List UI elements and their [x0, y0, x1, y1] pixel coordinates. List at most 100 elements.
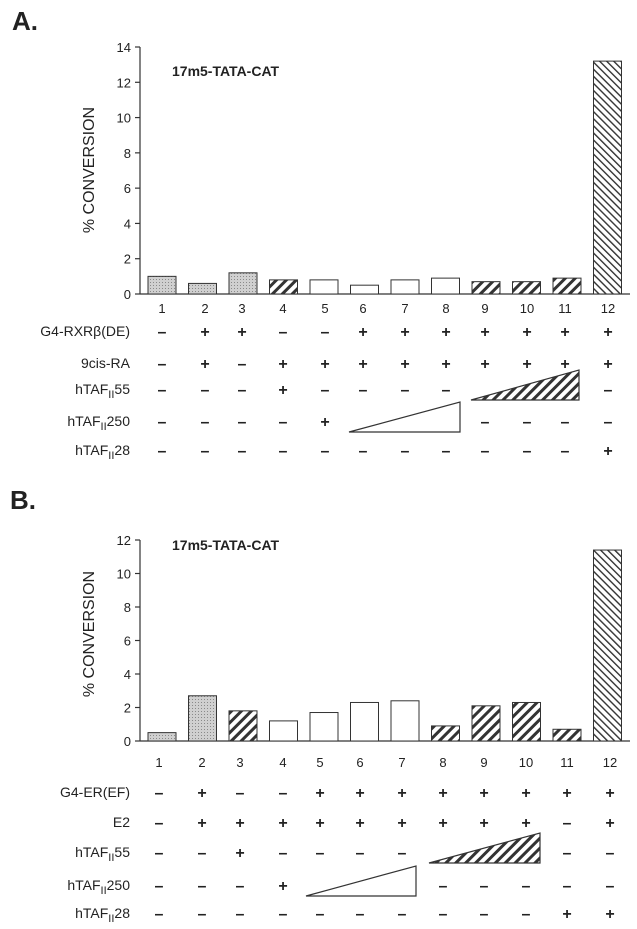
panel-b-condition-label: hTAFII55	[75, 844, 130, 864]
panel-a-condition-sign: +	[320, 356, 329, 373]
panel-b-condition-sign: +	[562, 906, 571, 923]
panel-b-condition-label: hTAFII28	[75, 905, 130, 925]
panel-a-bars	[147, 60, 622, 295]
panel-b-titration-wedge	[428, 832, 541, 864]
panel-a-bar	[228, 272, 258, 295]
panel-b-condition-sign: –	[155, 906, 164, 923]
panel-b-condition-sign: –	[356, 845, 365, 862]
panel-a-condition-sign: +	[522, 356, 531, 373]
panel-b-condition-sign: +	[521, 815, 530, 832]
panel-a-condition-label: G4-RXRβ(DE)	[40, 323, 130, 339]
panel-a-condition-sign: –	[359, 382, 368, 399]
panel-a: A. 17m5-TATA-CAT % CONVERSION 0246810121…	[12, 6, 630, 462]
panel-b-bar	[552, 728, 582, 742]
panel-a-condition-sign: –	[481, 443, 490, 460]
panel-a-condition-sign: +	[603, 443, 612, 460]
panel-b-bar	[471, 705, 501, 742]
panel-a-condition-sign: –	[158, 443, 167, 460]
panel-a-lane-number: 2	[201, 301, 208, 316]
panel-b-condition-sign: –	[606, 845, 615, 862]
panel-a-y-tick-label: 14	[117, 40, 131, 55]
panel-b-ylabel: % CONVERSION	[81, 571, 98, 697]
panel-b-condition-sign: –	[439, 878, 448, 895]
panel-a-condition-sign: –	[604, 382, 613, 399]
panel-b-titration-wedge	[305, 865, 417, 897]
panel-a-condition-label: hTAFII250	[67, 413, 130, 433]
panel-b-bar	[390, 700, 420, 742]
panel-b-condition-sign: +	[479, 785, 488, 802]
panel-b-bar	[431, 725, 460, 742]
panel-b-bar	[269, 720, 298, 742]
panel-b-condition-sign: –	[236, 906, 245, 923]
panel-a-titration-wedge	[470, 369, 580, 401]
panel-a-bar	[512, 281, 541, 295]
panel-a-condition-sign: –	[158, 382, 167, 399]
panel-b-condition-sign: –	[155, 845, 164, 862]
panel-b-bar	[228, 710, 258, 742]
panel-b-condition-sign: –	[480, 878, 489, 895]
panel-b-condition-sign: +	[562, 785, 571, 802]
panel-b-condition-sign: –	[236, 878, 245, 895]
panel-b-condition-sign: +	[605, 785, 614, 802]
panel-b-condition-sign: –	[606, 878, 615, 895]
panel-b-bar	[188, 695, 217, 742]
panel-a-y-tick-label: 4	[124, 216, 131, 231]
panel-b-condition-sign: –	[563, 845, 572, 862]
panel-b-condition-sign: +	[235, 815, 244, 832]
panel-a-titration-wedge	[348, 401, 461, 433]
panel-b-bar	[512, 701, 541, 742]
panel-b-condition-sign: –	[279, 845, 288, 862]
panel-a-condition-sign: –	[321, 382, 330, 399]
panel-b-condition-sign: –	[236, 785, 245, 802]
panel-a-conditions: G4-RXRβ(DE) – + + – – + + + + + + +9cis-RA – + – + + + + + + +…	[40, 323, 612, 462]
panel-a-condition-sign: +	[278, 356, 287, 373]
panel-b-condition-sign: –	[522, 878, 531, 895]
panel-b-bar	[309, 712, 339, 742]
panel-a-lane-number: 1	[158, 301, 165, 316]
panel-b-lane-number: 6	[356, 755, 363, 770]
panel-a-condition-sign: –	[321, 443, 330, 460]
panel-b-bar	[593, 549, 622, 742]
panel-b-condition-label: G4-ER(EF)	[60, 784, 130, 800]
panel-a-condition-sign: +	[560, 356, 569, 373]
panel-a-bar	[269, 279, 298, 295]
panel-b-condition-sign: –	[316, 906, 325, 923]
panel-a-y-axis: 0 2 4 6 8 10 12 14	[117, 40, 630, 302]
panel-a-bar	[309, 279, 339, 295]
panel-b-y-tick-label: 4	[124, 667, 131, 682]
panel-a-bar	[552, 277, 582, 295]
panel-a-condition-sign: –	[604, 414, 613, 431]
panel-a-condition-sign: –	[158, 356, 167, 373]
panel-a-condition-sign: –	[561, 443, 570, 460]
panel-b-condition-sign: +	[605, 815, 614, 832]
panel-a-condition-sign: +	[480, 324, 489, 341]
panel-b-lane-number: 4	[279, 755, 286, 770]
panel-a-condition-sign: –	[279, 414, 288, 431]
panel-b-condition-sign: –	[155, 785, 164, 802]
panel-a-condition-sign: –	[523, 414, 532, 431]
panel-b-lane-number: 2	[198, 755, 205, 770]
panel-a-lane-number: 12	[601, 301, 615, 316]
panel-a-condition-sign: +	[480, 356, 489, 373]
panel-a-bar	[471, 281, 501, 295]
panel-b-condition-sign: +	[438, 785, 447, 802]
panel-a-condition-sign: +	[603, 356, 612, 373]
panel-a-y-tick-label: 6	[124, 181, 131, 196]
panel-a-condition-sign: –	[279, 443, 288, 460]
panel-a-lane-numbers: 1 2 3 4 5 6 7 8 9 10 11 12	[158, 301, 615, 316]
panel-b-y-axis: 0 2 4 6 8 10 12	[117, 533, 630, 749]
panel-a-condition-sign: –	[523, 443, 532, 460]
panel-a-lane-number: 10	[520, 301, 534, 316]
panel-b-condition-sign: –	[522, 906, 531, 923]
panel-b-lane-number: 8	[439, 755, 446, 770]
panel-b-condition-sign: +	[479, 815, 488, 832]
panel-a-letter: A.	[12, 6, 38, 36]
panel-a-condition-sign: –	[321, 324, 330, 341]
panel-a-condition-sign: –	[201, 382, 210, 399]
panel-b-condition-sign: –	[198, 878, 207, 895]
panel-b-condition-label: hTAFII250	[67, 877, 130, 897]
panel-a-condition-sign: +	[522, 324, 531, 341]
panel-a-condition-sign: +	[237, 324, 246, 341]
panel-b-condition-sign: –	[439, 906, 448, 923]
